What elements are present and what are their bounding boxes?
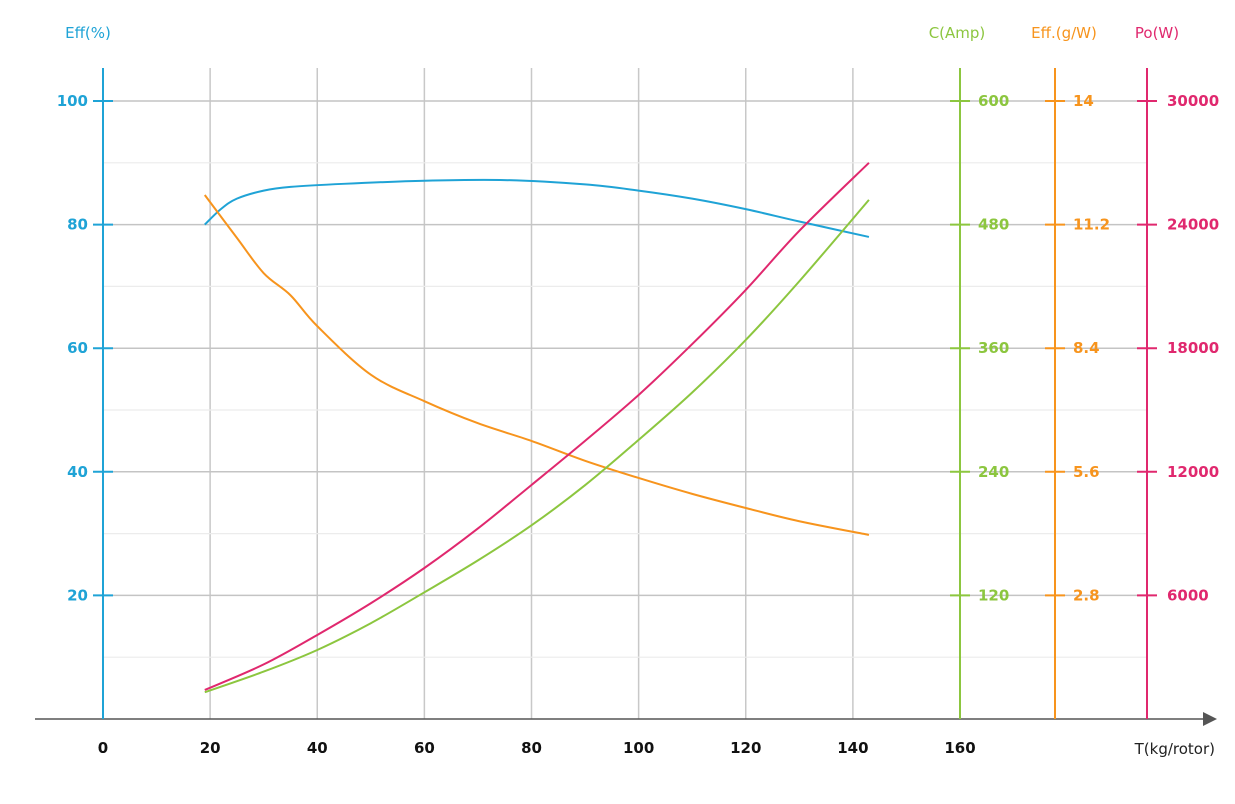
eff_pct-tick-label: 80	[67, 216, 88, 234]
series-line-eff_pct	[204, 178, 870, 238]
x-tick-label: 160	[944, 739, 975, 757]
eff_gw-tick-label: 8.4	[1073, 339, 1100, 357]
x-tick-label: 120	[730, 739, 761, 757]
eff_gw-tick-label: 2.8	[1073, 586, 1100, 604]
eff_pct-tick-label: 40	[67, 463, 88, 481]
eff_gw-tick-label: 5.6	[1073, 463, 1100, 481]
current-tick-label: 240	[978, 463, 1009, 481]
eff_gw-tick-label: 11.2	[1073, 216, 1110, 234]
eff_gw-axis-title: Eff.(g/W)	[1031, 24, 1097, 42]
current-tick-label: 120	[978, 586, 1009, 604]
current-tick-label: 600	[978, 92, 1009, 110]
current-tick-label: 480	[978, 216, 1009, 234]
x-tick-label: 40	[307, 739, 328, 757]
eff_pct-tick-label: 100	[57, 92, 88, 110]
x-tick-label: 140	[837, 739, 868, 757]
x-tick-label: 60	[414, 739, 435, 757]
eff_pct-tick-label: 20	[67, 586, 88, 604]
power-tick-label: 12000	[1167, 463, 1219, 481]
x-tick-label: 20	[200, 739, 221, 757]
x-tick-label: 0	[98, 739, 108, 757]
x-tick-label: 80	[521, 739, 542, 757]
series-line-power	[204, 162, 870, 691]
power-tick-label: 6000	[1167, 586, 1209, 604]
labels: 0 20 40 60 80 100 120 140 160 T(kg/rotor) Eff(%) 20…	[57, 24, 1220, 758]
eff_pct-axis-title: Eff(%)	[65, 24, 111, 42]
series-lines	[203, 162, 870, 694]
power-tick-label: 30000	[1167, 92, 1219, 110]
power-tick-label: 24000	[1167, 216, 1219, 234]
power-tick-label: 18000	[1167, 339, 1219, 357]
current-axis-title: C(Amp)	[929, 24, 986, 42]
current-tick-label: 360	[978, 339, 1009, 357]
x-axis-title: T(kg/rotor)	[1134, 740, 1215, 758]
x-axis-arrow-icon	[1203, 712, 1217, 726]
series-line-eff_gw	[203, 194, 870, 536]
x-tick-label: 100	[623, 739, 654, 757]
eff_gw-tick-label: 14	[1073, 92, 1094, 110]
series-line-current	[204, 199, 870, 694]
grid	[103, 68, 1147, 719]
power-axis-title: Po(W)	[1135, 24, 1179, 42]
eff_pct-tick-label: 60	[67, 339, 88, 357]
axes	[35, 68, 1217, 726]
